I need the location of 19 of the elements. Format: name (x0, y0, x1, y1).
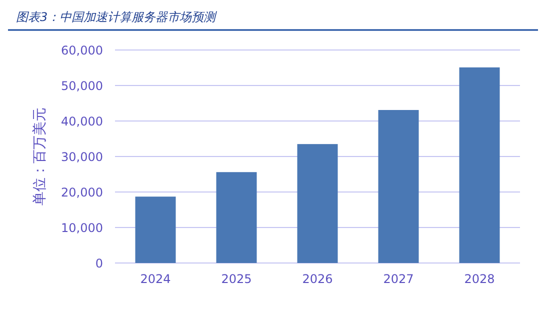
x-tick-label: 2027 (383, 272, 414, 286)
x-tick-label: 2026 (302, 272, 333, 286)
x-tick-label: 2024 (140, 272, 171, 286)
y-tick-label: 60,000 (61, 44, 103, 58)
y-tick-label: 40,000 (61, 114, 103, 128)
bar (378, 110, 419, 263)
y-axis-title: 单位：百万美元 (32, 108, 48, 206)
y-tick-label: 50,000 (61, 79, 103, 93)
x-tick-label: 2025 (221, 272, 252, 286)
y-tick-label: 30,000 (61, 150, 103, 164)
x-tick-label: 2028 (464, 272, 495, 286)
chart-title: 图表3：中国加速计算服务器市场预测 (16, 10, 218, 24)
bar (216, 172, 257, 263)
y-tick-label: 0 (95, 256, 103, 270)
y-tick-label: 20,000 (61, 186, 103, 200)
bar (297, 144, 338, 263)
bar (135, 196, 176, 263)
bar (459, 67, 500, 263)
y-tick-label: 10,000 (61, 221, 103, 235)
